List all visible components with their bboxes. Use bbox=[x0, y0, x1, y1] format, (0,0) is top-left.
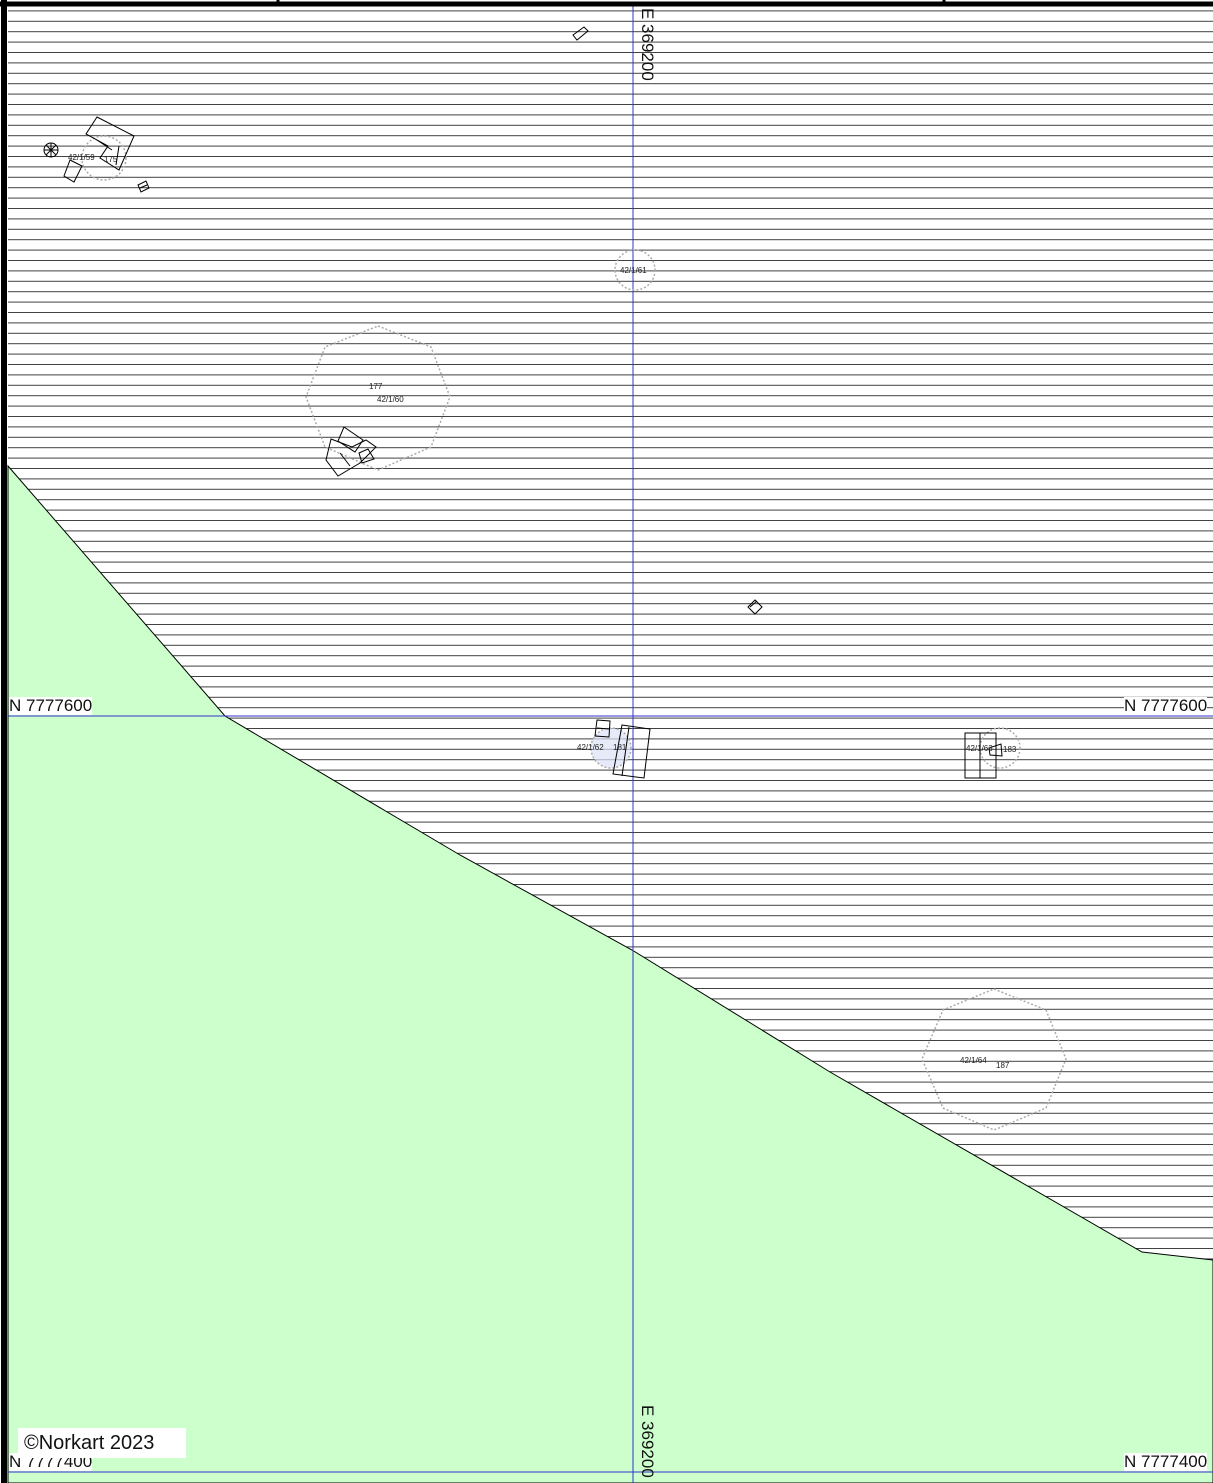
parcel-circle-59 bbox=[81, 135, 127, 181]
building-cluster-59 bbox=[43, 116, 150, 193]
parcel-octagon-60 bbox=[305, 325, 451, 471]
small-building-top bbox=[572, 26, 589, 41]
easting-label-top: E 369200 bbox=[638, 8, 657, 81]
parcel-number-label: 177 bbox=[369, 382, 383, 391]
building-cluster-63 bbox=[964, 732, 1003, 779]
northing-label-upper-left: N 7777600 bbox=[9, 696, 93, 715]
parcel-number-label: 183 bbox=[1003, 745, 1017, 754]
green-zone bbox=[7, 464, 1213, 1483]
parcel-id-label: 42/1/59 bbox=[68, 153, 95, 162]
hatched-area bbox=[8, 6, 1213, 1260]
northing-label-lower-right: N 7777400 bbox=[1124, 1452, 1208, 1471]
easting-label-bottom: E 369200 bbox=[638, 1405, 657, 1478]
parcel-id-label: 42/1/60 bbox=[377, 395, 404, 404]
parcel-id-label: 42/1/62 bbox=[577, 743, 604, 752]
building-cluster-62 bbox=[594, 719, 651, 779]
parcel-number-label: 175 bbox=[104, 155, 118, 164]
parcel-octagon-64 bbox=[921, 988, 1067, 1131]
parcel-id-label: 42/1/61 bbox=[620, 266, 647, 275]
copyright-label: ©Norkart 2023 bbox=[18, 1428, 186, 1458]
parcel-id-label: 42/1/64 bbox=[960, 1056, 987, 1065]
parcel-number-label: 181 bbox=[613, 743, 627, 752]
small-building-mid bbox=[747, 599, 763, 615]
parcel-number-label: 187 bbox=[996, 1061, 1010, 1070]
northing-label-upper-right: N 7777600 bbox=[1124, 696, 1208, 715]
parcel-circle-61 bbox=[614, 249, 656, 291]
building-cluster-60 bbox=[325, 426, 377, 477]
parcel-circle-63 bbox=[979, 727, 1021, 769]
parcel-circle-62 bbox=[590, 727, 632, 769]
parcel-id-label: 42/1/63 bbox=[966, 744, 993, 753]
